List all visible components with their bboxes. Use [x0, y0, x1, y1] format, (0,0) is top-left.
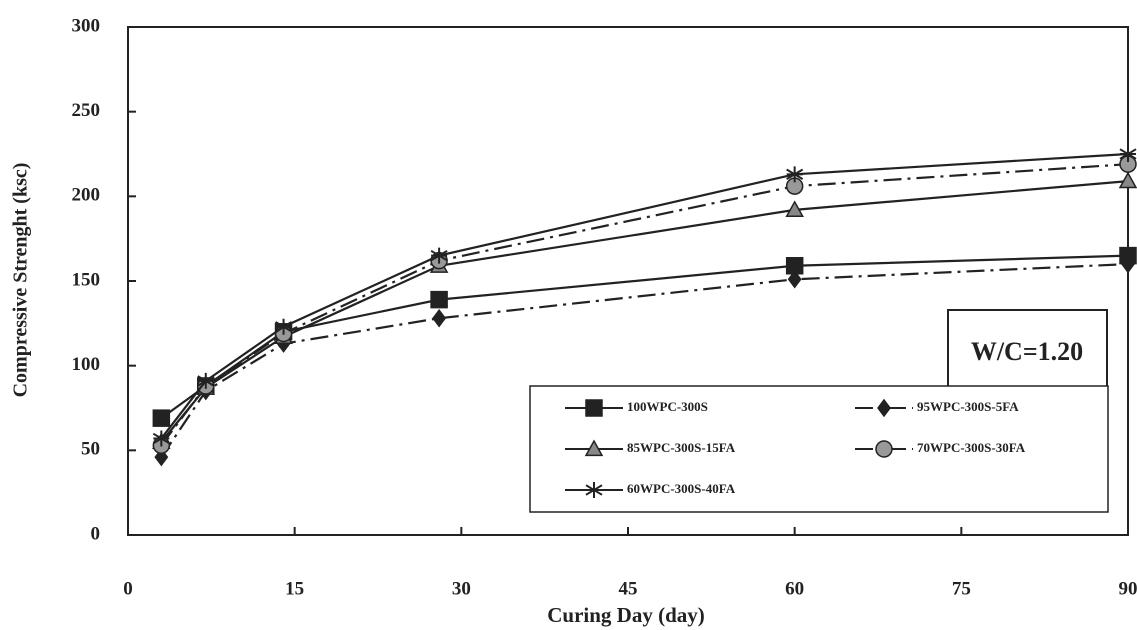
x-tick-label: 90	[1119, 578, 1137, 599]
legend-label: 70WPC-300S-30FA	[917, 440, 1026, 455]
marker	[1120, 173, 1136, 187]
y-tick-label: 200	[72, 185, 101, 206]
x-tick-label: 45	[619, 578, 638, 599]
legend-label: 95WPC-300S-5FA	[917, 399, 1019, 414]
x-axis-title: Curing Day (day)	[547, 603, 705, 627]
marker	[153, 410, 169, 426]
chart: Curing Day (day) Compressive Strenght (k…	[0, 0, 1137, 630]
y-tick-label: 100	[72, 354, 101, 375]
y-tick-label: 150	[72, 269, 101, 290]
x-tick-label: 75	[952, 578, 971, 599]
marker	[586, 400, 602, 416]
y-tick-label: 300	[72, 15, 101, 36]
marker	[876, 441, 892, 457]
legend-label: 60WPC-300S-40FA	[627, 481, 736, 496]
marker	[431, 292, 447, 308]
y-tick-label: 0	[91, 523, 101, 544]
x-tick-label: 0	[123, 578, 133, 599]
y-tick-label: 250	[72, 100, 101, 121]
x-tick-label: 60	[785, 578, 804, 599]
page: {"chart_data": {"type": "line", "x_label…	[0, 0, 1137, 630]
annotation: W/C=1.20	[971, 337, 1083, 366]
legend-label: 100WPC-300S	[627, 399, 708, 414]
marker	[433, 310, 445, 326]
legend-label: 85WPC-300S-15FA	[627, 440, 736, 455]
y-tick-label: 50	[81, 439, 100, 460]
x-tick-label: 30	[452, 578, 471, 599]
x-tick-label: 15	[285, 578, 304, 599]
y-axis-title: Compressive Strenght (ksc)	[10, 163, 32, 398]
